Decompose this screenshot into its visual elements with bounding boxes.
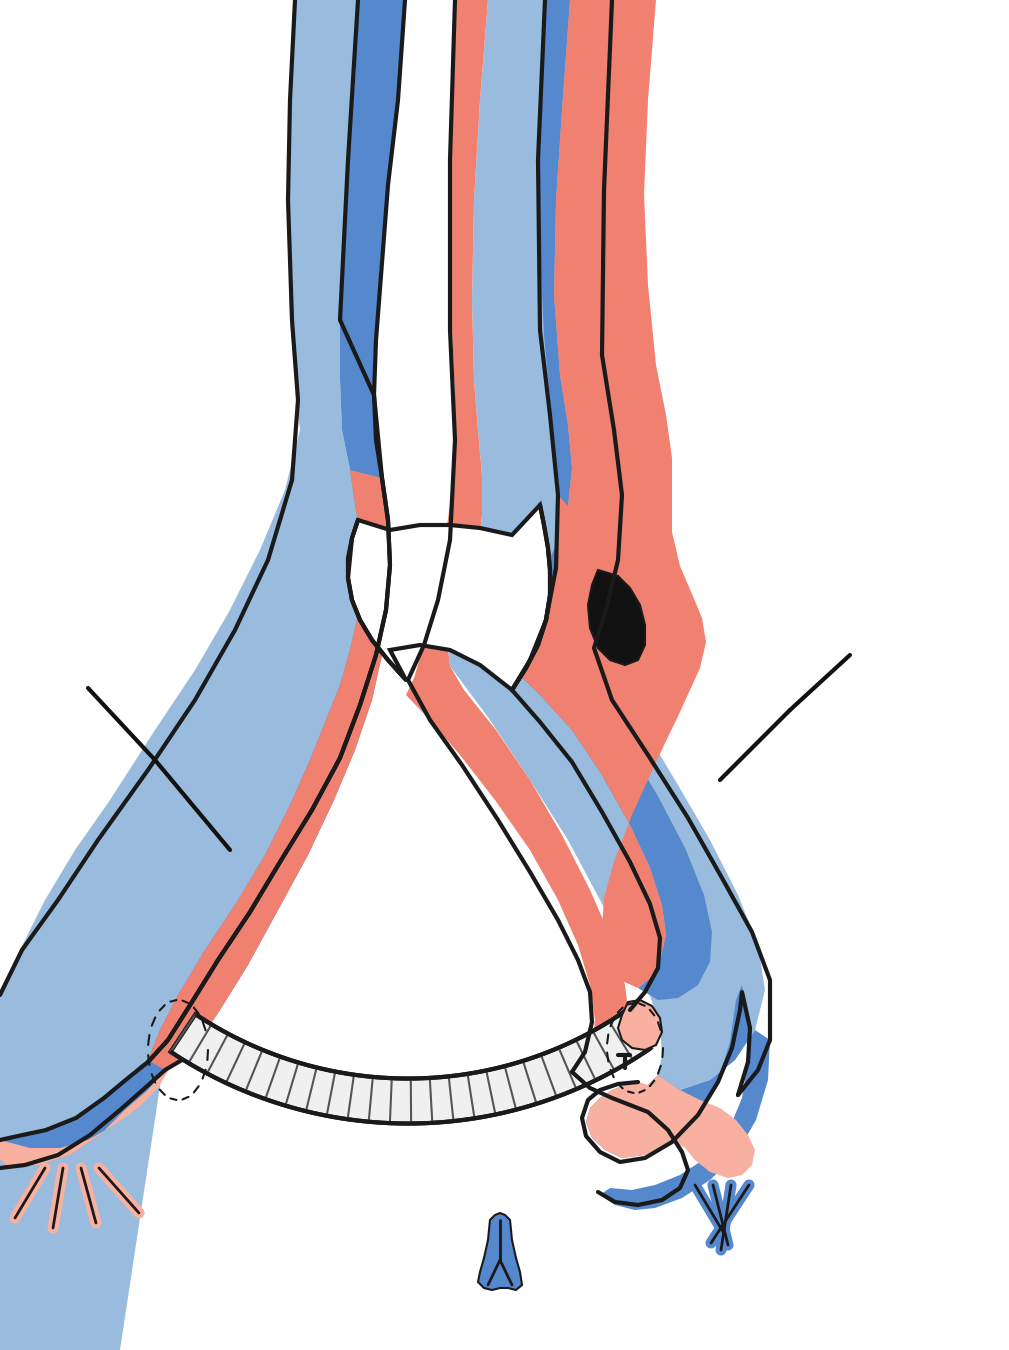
Polygon shape <box>0 1060 182 1168</box>
Polygon shape <box>171 1011 651 1123</box>
Polygon shape <box>348 505 550 690</box>
Polygon shape <box>586 986 770 1210</box>
Polygon shape <box>0 0 368 1350</box>
Polygon shape <box>148 0 405 1071</box>
Polygon shape <box>148 470 390 1071</box>
Polygon shape <box>618 1000 662 1050</box>
Polygon shape <box>448 0 765 1089</box>
Polygon shape <box>478 1214 522 1291</box>
Polygon shape <box>0 1060 165 1168</box>
Polygon shape <box>588 570 645 666</box>
Polygon shape <box>512 0 712 1000</box>
Polygon shape <box>406 0 630 1085</box>
Polygon shape <box>586 1075 755 1179</box>
Polygon shape <box>512 0 706 988</box>
